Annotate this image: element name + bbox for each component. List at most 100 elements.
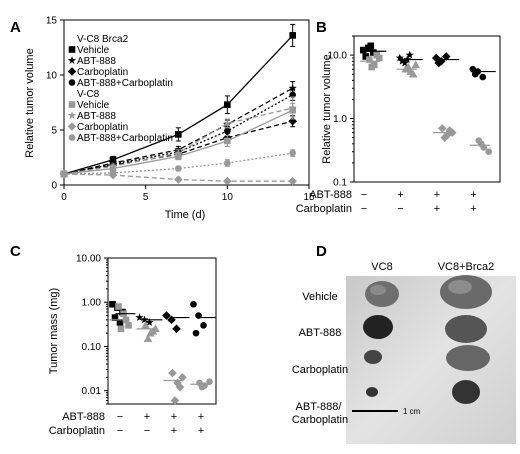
panel-c-point-black — [162, 311, 171, 320]
panel-a-legend-marker — [68, 79, 76, 86]
panel-c-point-gray — [175, 382, 185, 392]
panel-a-legend-group-title: V-C8 — [77, 89, 100, 100]
panel-b-point-black — [398, 56, 407, 65]
photo-column-label-vc8-brca2: VC8+Brca2 — [438, 261, 495, 273]
panel-b-abt888-sign: + — [397, 189, 403, 201]
panel-a-y-tick-label: 15 — [46, 16, 58, 27]
panel-c-point-black — [190, 300, 197, 308]
panel-b-point-black — [479, 73, 487, 81]
panel-a-legend-entry: ABT-888 — [77, 111, 116, 122]
panel-c-point-gray — [168, 368, 177, 378]
panel-c-abt888-sign: + — [144, 411, 150, 423]
tumor-vc8-combination — [366, 387, 378, 397]
tumor-vc8-abt888 — [363, 315, 393, 339]
panel-c-y-axis-label: Tumor mass (mg) — [48, 288, 60, 374]
panel-a-legend-entry: ABT-888 — [77, 56, 116, 67]
panel-c-point-gray — [206, 378, 213, 385]
panel-b-point-black — [369, 49, 377, 56]
panel-b-carboplatin-sign: − — [361, 203, 367, 215]
panel-b-y-tick-label: 1.0 — [333, 114, 347, 125]
panel-a-line-chart: Time (d) Relative tumor volume 0 5 10 15 0 5 1… — [24, 16, 315, 222]
panel-a-data-point — [224, 101, 231, 108]
panel-a-legend-marker — [67, 67, 77, 76]
panel-b-point-gray — [411, 60, 421, 69]
panel-a-x-tick-label: 15 — [303, 192, 315, 203]
panel-letter-c: C — [10, 243, 21, 260]
panel-b-point-black — [441, 52, 451, 61]
photo-row-label-abt888: ABT-888 — [299, 327, 342, 339]
panel-b-point-black — [405, 50, 414, 59]
panel-a-data-point — [175, 131, 182, 138]
panel-c-point-black — [116, 319, 124, 326]
tumor-brca2-vehicle-highlight — [448, 280, 472, 294]
panel-a-data-point — [60, 170, 68, 178]
panel-a-legend-marker — [67, 56, 77, 64]
panel-b-point-black — [469, 65, 477, 73]
panel-a-legend-entry: ABT-888+Carboplatin — [77, 133, 173, 144]
panel-c-carboplatin-sign: − — [117, 425, 123, 437]
panel-a-y-tick-label: 10 — [46, 71, 58, 82]
panel-b-point-black — [367, 42, 375, 50]
panel-b-y-tick-label: 0.1 — [333, 178, 347, 189]
panel-a-series-line — [63, 152, 293, 175]
panel-b-point-black — [359, 46, 367, 54]
panel-b-row-label-carboplatin: Carboplatin — [296, 203, 352, 215]
panel-a-x-axis-label: Time (d) — [165, 209, 206, 221]
panel-a-data-point — [108, 162, 118, 170]
tumor-vc8-carboplatin — [364, 350, 382, 364]
panel-a-x-tick-label: 5 — [143, 192, 149, 203]
panel-b-y-axis-label: Relative tumor volume — [321, 54, 333, 163]
panel-b-carboplatin-sign: + — [470, 203, 476, 215]
tumor-brca2-combination — [452, 380, 480, 404]
panel-c-carboplatin-sign: − — [144, 425, 150, 437]
panel-c-point-black — [192, 329, 200, 337]
panel-a-legend-entry: Vehicle — [77, 45, 110, 56]
panel-letter-d: D — [316, 243, 327, 260]
photo-row-label-carboplatin: Carboplatin — [292, 364, 348, 376]
panel-a-data-point — [223, 176, 232, 186]
panel-c-abt888-sign: + — [171, 411, 177, 423]
panel-a-data-point — [224, 137, 231, 145]
panel-b-plot-frame — [353, 35, 501, 183]
panel-b-point-gray — [368, 63, 376, 71]
panel-a-y-tick-label: 5 — [51, 126, 57, 137]
panel-a-legend-entry: Carboplatin — [77, 67, 128, 78]
panel-a-data-point — [224, 159, 231, 167]
panel-a-legend-group-title: V-C8 Brca2 — [77, 34, 129, 45]
panel-a-legend-entry: Vehicle — [77, 100, 110, 111]
panel-a-legend-marker — [67, 122, 77, 131]
panel-c-point-gray — [115, 303, 122, 310]
tumor-brca2-abt888 — [445, 315, 487, 343]
panel-a-data-point — [224, 127, 231, 135]
panel-a-legend-marker — [68, 46, 76, 53]
panel-b-carboplatin-sign: + — [434, 203, 440, 215]
panel-letter-b: B — [316, 19, 327, 36]
panel-c-point-gray — [170, 396, 180, 405]
panel-a-legend-marker — [67, 111, 77, 119]
panel-a-legend-entry: Carboplatin — [77, 122, 128, 133]
panel-c-row-label-carboplatin: Carboplatin — [49, 425, 105, 437]
panel-a-plot-frame — [63, 19, 310, 186]
panel-c-point-gray — [148, 327, 158, 335]
panel-a-data-point — [174, 148, 183, 157]
panel-c-point-gray — [143, 334, 153, 342]
panel-a-legend-marker — [68, 101, 76, 108]
panel-b-point-gray — [408, 69, 418, 78]
panel-b-point-gray — [365, 56, 373, 63]
panel-c-y-tick-label: 1.00 — [82, 298, 102, 309]
panel-a-data-point — [174, 175, 183, 184]
panel-c-point-gray — [141, 321, 150, 329]
panel-c-scatter-chart: Tumor mass (mg) 0.01 0.10 1.00 10.00 ABT-88… — [48, 254, 217, 437]
panel-a-legend-entry: ABT-888+Carboplatin — [77, 78, 173, 89]
panel-a-x-tick-label: 10 — [222, 192, 234, 203]
panel-a-data-point — [288, 83, 297, 92]
panel-c-point-black — [172, 324, 181, 334]
panel-b-point-gray — [477, 140, 485, 148]
panel-c-y-tick-label: 10.00 — [76, 254, 101, 265]
panel-c-point-black — [200, 322, 207, 329]
panel-b-abt888-sign: − — [361, 189, 367, 201]
panel-a-legend-marker — [68, 134, 76, 141]
panel-b-abt888-sign: + — [434, 189, 440, 201]
panel-a-data-point — [289, 149, 296, 157]
